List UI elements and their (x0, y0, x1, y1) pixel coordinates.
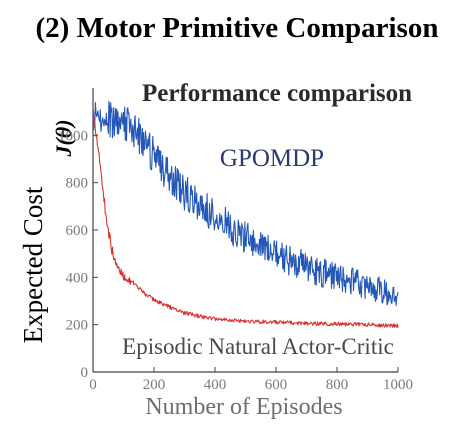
y-axis-label: Expected Cost (18, 186, 48, 343)
series-line-episodic-natural-actor-critic (92, 106, 399, 328)
tick-labels: 0 200 400 600 800 1000 0 200 400 600 800 1000 (58, 128, 413, 393)
x-tick-label: 0 (89, 377, 97, 393)
x-tick-label: 800 (326, 377, 349, 393)
x-axis-label: Number of Episodes (145, 394, 342, 420)
y-tick-label: 1000 (58, 128, 88, 144)
axes (92, 88, 399, 373)
x-tick-label: 200 (143, 377, 166, 393)
figure-title: (2) Motor Primitive Comparison (36, 12, 439, 44)
series-layer (92, 100, 399, 328)
annotation-enac: Episodic Natural Actor-Critic (122, 334, 394, 359)
y-tick-label: 0 (81, 365, 89, 381)
plot-title: Performance comparison (142, 80, 412, 107)
y-axis-secondary-label: J(θ) (51, 119, 76, 157)
y-tick-label: 800 (66, 176, 89, 192)
x-tick-label: 600 (265, 377, 288, 393)
y-tick-label: 200 (66, 318, 89, 334)
x-tick-label: 400 (204, 377, 227, 393)
series-line-gpomdp (92, 100, 399, 307)
annotation-gpomdp: GPOMDP (220, 145, 324, 172)
y-tick-label: 600 (66, 223, 89, 239)
x-tick-label: 1000 (383, 377, 413, 393)
y-tick-label: 400 (66, 270, 89, 286)
